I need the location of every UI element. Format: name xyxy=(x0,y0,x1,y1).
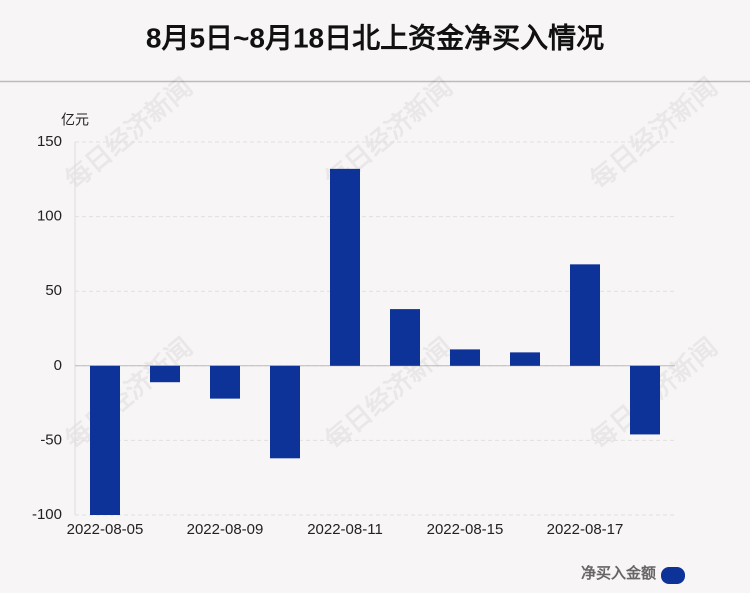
y-tick-label: 100 xyxy=(37,208,62,225)
legend-label: 净买入金额 xyxy=(581,564,656,582)
bar xyxy=(570,264,600,366)
y-tick-label: 0 xyxy=(54,357,62,374)
bar xyxy=(270,365,300,459)
x-tick-label: 2022-08-15 xyxy=(427,521,504,538)
bar xyxy=(450,349,480,366)
y-tick-label: 150 xyxy=(37,133,62,150)
bar xyxy=(150,365,180,383)
bar xyxy=(510,352,540,366)
y-tick-label: 50 xyxy=(45,282,62,299)
y-tick-label: -100 xyxy=(32,506,62,523)
y-axis-unit: 亿元 xyxy=(61,112,89,128)
bar xyxy=(330,168,360,366)
bar xyxy=(90,365,120,515)
x-tick-label: 2022-08-09 xyxy=(187,521,264,538)
x-tick-label: 2022-08-11 xyxy=(307,521,383,538)
legend-swatch xyxy=(661,567,685,584)
x-tick-label: 2022-08-17 xyxy=(547,521,624,538)
bar xyxy=(210,365,240,399)
bar xyxy=(390,309,420,366)
x-tick-label: 2022-08-05 xyxy=(67,521,144,538)
bar xyxy=(630,365,660,435)
chart-title: 8月5日~8月18日北上资金净买入情况 xyxy=(146,21,604,53)
y-tick-label: -50 xyxy=(40,431,62,448)
